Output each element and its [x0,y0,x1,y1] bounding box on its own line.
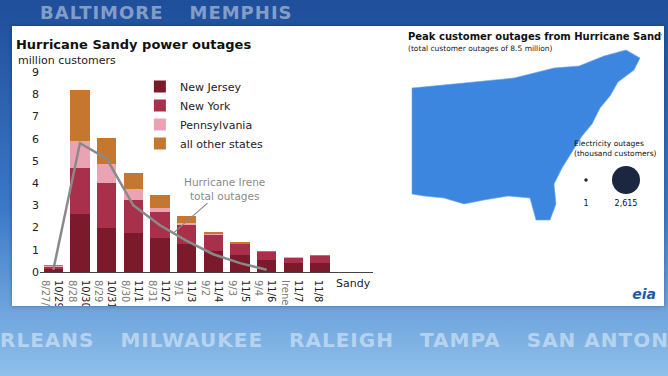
html-text:eia: eia [632,286,656,302]
svg-text:New Jersey: New Jersey [180,81,242,94]
svg-text:1: 1 [32,244,39,257]
html-text:MILWAUKEE: MILWAUKEE [120,328,264,352]
html-text:RALEIGH: RALEIGH [289,328,394,352]
svg-text:0: 0 [32,266,39,279]
svg-text:(total customer outages of 8.5: (total customer outages of 8.5 million) [408,44,553,53]
svg-text:10/318/29: 10/318/29 [93,280,117,306]
svg-text:Hurricane Irenetotal outages: Hurricane Irenetotal outages [184,176,265,202]
html-text:RLEANS: RLEANS [0,328,95,352]
svg-text:Pennsylvania: Pennsylvania [180,119,252,132]
svg-text:11/69/4: 11/69/4 [253,280,277,302]
svg-text:Sandy: Sandy [336,277,371,290]
svg-text:Electricity outages: Electricity outages [574,139,644,148]
svg-text:New York: New York [180,100,231,113]
svg-text:11/18/30: 11/18/30 [120,280,144,302]
svg-text:11/28/31: 11/28/31 [147,280,171,302]
svg-text:2,615: 2,615 [615,199,638,208]
svg-text:11/59/3: 11/59/3 [227,280,251,302]
svg-text:11/7Irene: 11/7Irene [280,280,304,305]
svg-text:(thousand customers): (thousand customers) [574,149,657,158]
svg-text:million customers: million customers [18,54,116,67]
svg-text:6: 6 [32,133,39,146]
svg-text:Peak customer outages from Hur: Peak customer outages from Hurricane San… [408,31,662,42]
svg-text:7: 7 [32,110,39,123]
html-text:TAMPA: TAMPA [420,328,501,352]
html-text:MEMPHIS: MEMPHIS [189,2,293,23]
html-text:BALTIMORE: BALTIMORE [40,2,164,23]
svg-text:4: 4 [32,177,39,190]
svg-text:9: 9 [32,66,39,79]
svg-text:2: 2 [32,221,39,234]
svg-text:11/39/1: 11/39/1 [173,280,197,302]
svg-text:11/8: 11/8 [313,280,324,302]
svg-text:10/308/28: 10/308/28 [67,280,91,306]
svg-text:10/298/27/11: 10/298/27/11 [40,280,64,306]
svg-text:Hurricane Sandy power outages: Hurricane Sandy power outages [16,37,251,52]
svg-text:3: 3 [32,199,39,212]
svg-text:11/49/2: 11/49/2 [200,280,224,302]
svg-text:1: 1 [583,199,588,208]
svg-text:5: 5 [32,155,39,168]
svg-text:8: 8 [32,88,39,101]
svg-text:all other states: all other states [180,138,263,151]
